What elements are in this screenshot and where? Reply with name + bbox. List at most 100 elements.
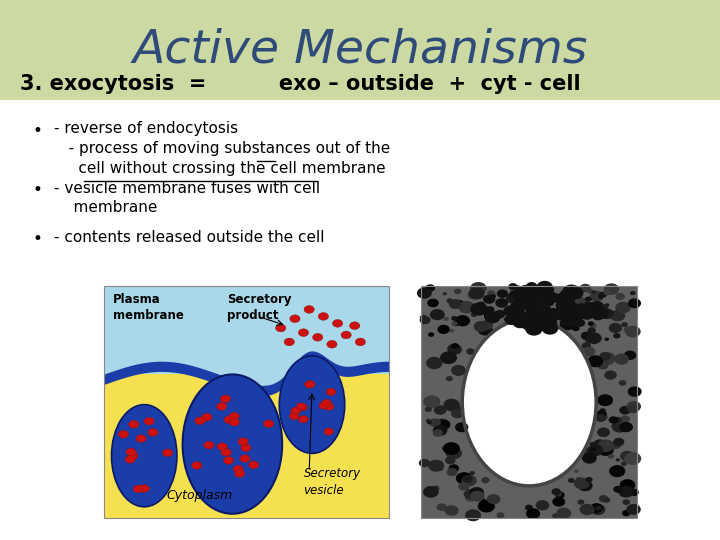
Circle shape (480, 320, 493, 330)
Circle shape (618, 380, 626, 386)
Circle shape (529, 322, 535, 326)
Circle shape (526, 321, 535, 327)
Circle shape (221, 448, 231, 456)
Circle shape (524, 313, 542, 327)
Circle shape (575, 309, 586, 316)
Circle shape (319, 402, 329, 409)
Circle shape (542, 317, 557, 328)
Circle shape (318, 313, 328, 320)
Circle shape (443, 442, 460, 455)
Ellipse shape (462, 319, 596, 486)
Circle shape (582, 347, 595, 356)
Circle shape (484, 311, 495, 320)
Circle shape (552, 513, 559, 518)
Circle shape (597, 443, 614, 456)
Circle shape (556, 304, 572, 315)
Circle shape (530, 303, 546, 315)
Text: membrane: membrane (113, 309, 184, 322)
Circle shape (473, 303, 480, 309)
Circle shape (574, 477, 590, 489)
Circle shape (523, 292, 540, 305)
Circle shape (618, 485, 634, 497)
Circle shape (620, 479, 635, 491)
Circle shape (629, 489, 639, 496)
Circle shape (296, 403, 306, 410)
Circle shape (433, 425, 447, 436)
Circle shape (527, 285, 533, 289)
Text: Plasma: Plasma (113, 293, 161, 306)
Circle shape (217, 403, 227, 410)
Circle shape (118, 430, 129, 438)
Circle shape (487, 290, 495, 296)
Circle shape (289, 413, 299, 420)
Circle shape (488, 311, 496, 318)
Circle shape (536, 500, 549, 510)
Circle shape (477, 325, 492, 335)
Circle shape (617, 488, 623, 493)
Circle shape (582, 306, 596, 316)
Circle shape (451, 343, 459, 349)
Circle shape (471, 312, 477, 317)
Circle shape (525, 317, 534, 323)
Circle shape (587, 288, 593, 293)
Circle shape (628, 298, 641, 308)
Circle shape (125, 456, 135, 463)
Circle shape (264, 420, 274, 428)
Text: •: • (32, 181, 42, 199)
Circle shape (609, 465, 625, 477)
Circle shape (429, 418, 441, 427)
Circle shape (470, 282, 487, 294)
Circle shape (544, 325, 552, 330)
Circle shape (557, 508, 571, 519)
Circle shape (450, 405, 462, 414)
Circle shape (516, 298, 531, 309)
Circle shape (495, 298, 508, 308)
Circle shape (552, 488, 561, 495)
Circle shape (597, 428, 610, 437)
Circle shape (469, 287, 485, 300)
Circle shape (535, 302, 542, 307)
Circle shape (539, 323, 548, 330)
Circle shape (446, 376, 453, 381)
Circle shape (451, 409, 464, 419)
Circle shape (428, 332, 434, 337)
Circle shape (589, 302, 605, 314)
Circle shape (590, 447, 596, 451)
Circle shape (462, 475, 477, 486)
Circle shape (505, 315, 518, 325)
Circle shape (605, 442, 611, 447)
Circle shape (544, 299, 554, 306)
Circle shape (574, 469, 579, 473)
Circle shape (481, 477, 490, 483)
Text: 3. exocytosis  =          exo – outside  +  cyt - cell: 3. exocytosis = exo – outside + cyt - ce… (20, 73, 581, 94)
Circle shape (590, 307, 603, 317)
Circle shape (600, 399, 608, 404)
Circle shape (480, 497, 485, 502)
Circle shape (569, 301, 576, 306)
Circle shape (613, 417, 621, 423)
Circle shape (312, 333, 323, 341)
Circle shape (195, 417, 205, 424)
Circle shape (592, 312, 604, 320)
Circle shape (129, 421, 139, 428)
Circle shape (582, 453, 597, 464)
Circle shape (419, 459, 430, 467)
Circle shape (440, 328, 446, 333)
Circle shape (440, 352, 457, 364)
Circle shape (624, 452, 642, 465)
Circle shape (593, 307, 609, 319)
Circle shape (326, 388, 336, 395)
Circle shape (598, 295, 603, 299)
Circle shape (589, 323, 597, 328)
Circle shape (630, 291, 636, 295)
Circle shape (474, 321, 488, 332)
Circle shape (452, 321, 459, 326)
Circle shape (526, 302, 544, 315)
Circle shape (581, 310, 593, 319)
Circle shape (518, 294, 526, 300)
Circle shape (582, 342, 591, 349)
Circle shape (428, 460, 444, 472)
Circle shape (624, 350, 636, 360)
Circle shape (467, 291, 480, 299)
Circle shape (144, 417, 154, 425)
